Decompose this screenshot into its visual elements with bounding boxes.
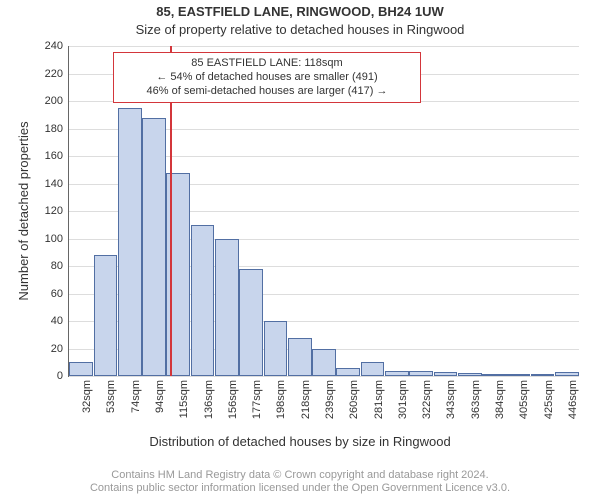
x-tick-label: 322sqm — [421, 380, 433, 419]
y-tick-label: 200 — [45, 95, 69, 107]
histogram-bar — [409, 371, 433, 377]
y-tick-label: 180 — [45, 123, 69, 135]
histogram-bar — [555, 372, 579, 376]
x-tick-label: 363sqm — [470, 380, 482, 419]
histogram-bar — [239, 269, 263, 376]
x-tick-label: 177sqm — [251, 380, 263, 419]
y-tick-label: 220 — [45, 68, 69, 80]
x-tick-label: 156sqm — [227, 380, 239, 419]
histogram-bar — [506, 374, 530, 376]
y-tick-label: 120 — [45, 205, 69, 217]
grid-line — [69, 46, 579, 47]
chart-subtitle: Size of property relative to detached ho… — [0, 22, 600, 37]
x-tick-label: 425sqm — [543, 380, 555, 419]
x-tick-label: 74sqm — [130, 380, 142, 413]
x-tick-label: 343sqm — [445, 380, 457, 419]
attribution-line2: Contains public sector information licen… — [0, 482, 600, 496]
y-tick-label: 100 — [45, 233, 69, 245]
callout-line3: 46% of semi-detached houses are larger (… — [122, 85, 412, 99]
histogram-bar — [531, 374, 555, 376]
callout-line2: ← 54% of detached houses are smaller (49… — [122, 71, 412, 85]
x-tick-label: 218sqm — [300, 380, 312, 419]
histogram-bar — [434, 372, 458, 376]
x-tick-label: 260sqm — [348, 380, 360, 419]
histogram-bar — [312, 349, 336, 377]
histogram-bar — [458, 373, 482, 376]
y-tick-label: 160 — [45, 150, 69, 162]
histogram-bar — [69, 362, 93, 376]
grid-line — [69, 376, 579, 377]
x-tick-label: 32sqm — [81, 380, 93, 413]
histogram-bar — [118, 108, 142, 376]
x-tick-label: 136sqm — [203, 380, 215, 419]
histogram-bar — [336, 368, 360, 376]
x-axis-label: Distribution of detached houses by size … — [0, 434, 600, 449]
attribution-line1: Contains HM Land Registry data © Crown c… — [0, 469, 600, 483]
property-callout: 85 EASTFIELD LANE: 118sqm ← 54% of detac… — [113, 52, 421, 103]
x-tick-label: 115sqm — [178, 380, 190, 418]
x-tick-label: 446sqm — [567, 380, 579, 419]
y-tick-label: 20 — [51, 343, 69, 355]
histogram-bar — [264, 321, 288, 376]
attribution: Contains HM Land Registry data © Crown c… — [0, 469, 600, 497]
callout-line1: 85 EASTFIELD LANE: 118sqm — [122, 57, 412, 71]
x-tick-label: 384sqm — [494, 380, 506, 419]
y-tick-label: 40 — [51, 315, 69, 327]
y-tick-label: 80 — [51, 260, 69, 272]
chart-title: 85, EASTFIELD LANE, RINGWOOD, BH24 1UW — [0, 4, 600, 19]
y-tick-label: 60 — [51, 288, 69, 300]
histogram-bar — [191, 225, 215, 376]
y-tick-label: 240 — [45, 40, 69, 52]
histogram-bar — [288, 338, 312, 377]
x-tick-label: 281sqm — [373, 380, 385, 419]
y-tick-label: 140 — [45, 178, 69, 190]
histogram-bar — [482, 374, 506, 376]
histogram-bar — [94, 255, 118, 376]
y-axis-label: Number of detached properties — [16, 121, 31, 300]
histogram-bar — [215, 239, 239, 377]
x-tick-label: 198sqm — [275, 380, 287, 419]
histogram-bar — [142, 118, 166, 377]
x-tick-label: 53sqm — [105, 380, 117, 413]
histogram-bar — [385, 371, 409, 377]
chart-container: { "title": "85, EASTFIELD LANE, RINGWOOD… — [0, 0, 600, 500]
y-tick-label: 0 — [57, 370, 69, 382]
histogram-bar — [361, 362, 385, 376]
x-tick-label: 94sqm — [154, 380, 166, 413]
plot-area: 02040608010012014016018020022024032sqm53… — [68, 46, 579, 377]
x-tick-label: 239sqm — [324, 380, 336, 419]
x-tick-label: 405sqm — [518, 380, 530, 419]
x-tick-label: 301sqm — [397, 380, 409, 419]
